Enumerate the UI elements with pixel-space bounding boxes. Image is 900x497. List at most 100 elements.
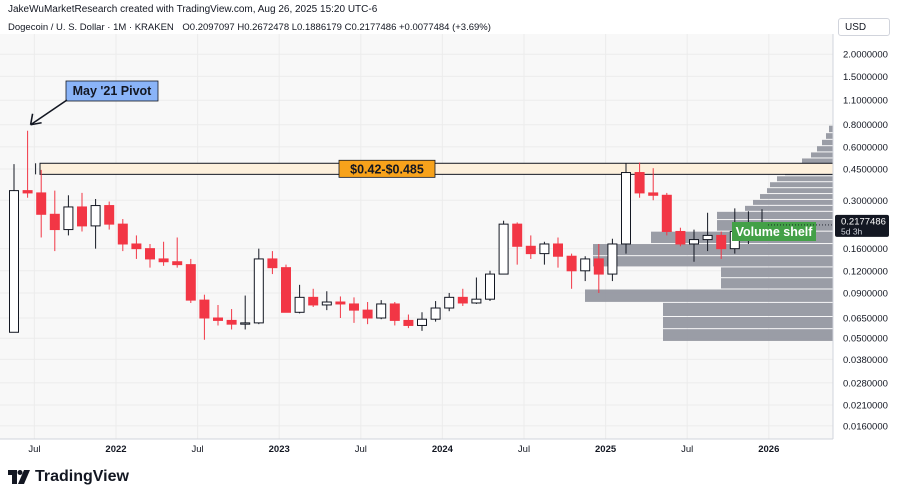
candle-body-down xyxy=(525,245,536,255)
pivot-label-box xyxy=(65,80,159,102)
candle-body-down xyxy=(145,248,155,260)
volume-profile-bar xyxy=(663,329,833,341)
time-axis[interactable]: Jul 2022 Jul 2023 Jul 2024 Jul 2025 Jul 2026 xyxy=(0,438,833,455)
price-tick-label: 0.0380000 xyxy=(843,355,888,366)
time-tick-label: 2026 xyxy=(758,444,779,455)
volume-profile-bar xyxy=(770,182,833,188)
volume-profile-bar xyxy=(585,289,833,302)
candle-body-down xyxy=(22,190,33,194)
candle-body-down xyxy=(308,296,319,306)
volume-profile-bar xyxy=(663,317,833,329)
zone-label-box xyxy=(338,159,436,178)
candle-body-up xyxy=(376,303,387,319)
candle-body-down xyxy=(104,205,115,225)
candle-body-down xyxy=(362,309,373,319)
candle-body-down xyxy=(634,172,645,194)
volume-profile-bar xyxy=(817,146,833,152)
candle-body-up xyxy=(580,258,591,272)
volume-profile-bar xyxy=(745,205,833,211)
candle-body-down xyxy=(172,261,183,266)
brand-name: TradingView xyxy=(35,468,129,485)
price-tick-label: 0.4500000 xyxy=(843,165,888,176)
price-tick-label: 0.1600000 xyxy=(843,244,888,255)
candle-body-up xyxy=(321,301,332,306)
candle-body-up xyxy=(471,298,482,304)
price-tick-label: 0.3000000 xyxy=(843,196,888,207)
volume-profile-bar xyxy=(753,199,833,205)
candle-body-down xyxy=(457,296,468,304)
price-tick-label: 2.0000000 xyxy=(843,50,888,61)
currency-button[interactable]: USD xyxy=(838,18,890,36)
volume-profile-bar xyxy=(802,158,833,164)
candle-body-up xyxy=(90,205,101,227)
candle-body-down xyxy=(349,303,359,311)
price-tick-label: 0.0280000 xyxy=(843,378,888,389)
time-tick-label: 2022 xyxy=(105,444,126,455)
zone-label: $0.42-$0.485 xyxy=(350,162,424,176)
candle-body-up xyxy=(689,239,699,245)
symbol-title[interactable]: Dogecoin / U. S. Dollar · 1M · KRAKEN xyxy=(8,22,174,33)
volume-profile-bar xyxy=(826,133,833,139)
candle-body-down xyxy=(199,299,210,319)
attribution: JakeWuMarketResearch created with Tradin… xyxy=(8,4,378,15)
candle-body-down xyxy=(661,194,672,232)
price-tick-label: 0.1200000 xyxy=(843,266,888,277)
candle-body-down xyxy=(335,301,346,305)
candle-body-down xyxy=(593,258,604,275)
last-price-value: 0.2177486 xyxy=(841,216,886,227)
price-axis[interactable]: 2.0000000 1.5000000 1.1000000 0.8000000 0.60… xyxy=(832,34,889,439)
last-price-badge xyxy=(835,214,889,237)
volume-profile-bar xyxy=(593,244,833,256)
price-tick-label: 0.0160000 xyxy=(843,421,888,432)
candle-body-up xyxy=(240,322,251,325)
time-tick-label: Jul xyxy=(681,444,693,455)
candle-body-down xyxy=(675,230,686,245)
candle-body-up xyxy=(607,243,618,275)
volume-profile-bar xyxy=(822,139,833,146)
time-tick-label: 2024 xyxy=(432,444,454,455)
candle-body-down xyxy=(403,319,414,326)
pivot-label: May '21 Pivot xyxy=(73,84,153,98)
candle-body-down xyxy=(213,317,223,321)
candle-body-down xyxy=(512,223,523,247)
price-tick-label: 1.1000000 xyxy=(843,96,888,107)
candle-body-down xyxy=(566,255,577,272)
volume-profile-bar xyxy=(760,194,833,199)
volume-profile-bar xyxy=(721,278,833,289)
candle-body-down xyxy=(389,303,400,321)
shelf-label: Volume shelf xyxy=(736,225,814,239)
candle-body-down xyxy=(117,223,128,245)
time-tick-label: Jul xyxy=(355,444,367,455)
candle-body-up xyxy=(253,258,264,324)
time-tick-label: 2023 xyxy=(269,444,290,455)
volume-profile-bar xyxy=(829,125,833,133)
candle-body-down xyxy=(158,258,169,263)
price-tick-label: 1.5000000 xyxy=(843,72,888,83)
candle-body-up xyxy=(417,318,427,326)
price-tick-label: 0.6000000 xyxy=(843,142,888,153)
shelf-label-box xyxy=(732,222,816,241)
candle-body-down xyxy=(716,234,727,250)
symbol-ohlc-legend: Dogecoin / U. S. Dollar · 1M · KRAKEN O0… xyxy=(8,22,491,33)
candle-body-down xyxy=(36,192,47,215)
volume-profile-bar xyxy=(811,152,833,158)
time-tick-label: 2025 xyxy=(595,444,617,455)
annotations: May '21 Pivot Volume shelf xyxy=(29,80,833,241)
tradingview-logo-icon xyxy=(8,470,30,484)
candle-body-up xyxy=(621,172,631,245)
volume-profile-bar xyxy=(663,302,833,317)
candle-body-down xyxy=(226,319,237,325)
candle-body-up xyxy=(430,307,441,320)
candle-body-up xyxy=(539,243,550,255)
candle-body-down xyxy=(648,192,659,196)
volume-profile-bar xyxy=(593,256,833,267)
ohlc-values: O0.2097097 H0.2672478 L0.1886179 C0.2177… xyxy=(182,22,491,33)
price-tick-label: 0.0500000 xyxy=(843,334,888,345)
candle-body-down xyxy=(49,213,60,231)
tradingview-logo[interactable]: TradingView xyxy=(8,468,129,486)
candle-body-up xyxy=(485,273,495,300)
candle-body-up xyxy=(498,223,509,275)
time-tick-label: Jul xyxy=(192,444,204,455)
price-tick-label: 0.8000000 xyxy=(843,120,888,131)
